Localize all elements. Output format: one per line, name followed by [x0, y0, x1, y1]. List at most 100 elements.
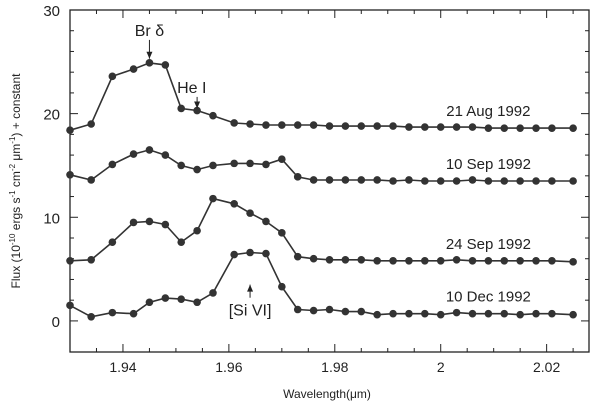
x-tick-label: 2.02 [533, 359, 560, 375]
line-annotation: [Si VI] [229, 303, 272, 320]
data-point [262, 121, 270, 129]
data-point [108, 160, 117, 169]
data-point [325, 176, 334, 184]
data-point [161, 151, 170, 159]
data-point [309, 306, 318, 315]
data-point [516, 310, 524, 319]
data-point [357, 307, 366, 316]
data-point [532, 257, 540, 265]
data-point [436, 177, 445, 185]
y-axis-label: Flux (10-10 ergs s-1 cm-2 μm-1) + consta… [8, 73, 23, 289]
data-point [389, 309, 397, 318]
data-point [230, 119, 238, 127]
data-point [177, 295, 186, 303]
data-point [548, 177, 556, 185]
data-point [389, 177, 397, 185]
data-point [177, 161, 186, 170]
data-point [484, 124, 493, 132]
data-point [484, 309, 493, 318]
data-point [66, 301, 74, 310]
data-point [161, 61, 170, 69]
plot-frame [69, 9, 590, 353]
data-point [193, 106, 201, 115]
data-point [373, 122, 381, 130]
data-point [516, 124, 524, 132]
data-point [341, 122, 350, 130]
data-point [405, 257, 413, 265]
data-point [373, 176, 381, 184]
data-point [569, 258, 577, 266]
data-point [87, 312, 95, 321]
data-point [357, 176, 366, 184]
data-point [246, 209, 254, 217]
data-point [569, 177, 577, 185]
data-point [532, 309, 540, 318]
y-tick-label: 0 [52, 314, 60, 331]
data-point [325, 122, 334, 130]
data-point [468, 309, 477, 318]
data-point [246, 248, 254, 257]
data-point [325, 305, 334, 314]
data-point [373, 310, 381, 319]
data-point [145, 146, 154, 154]
data-point [209, 161, 217, 170]
data-point [484, 257, 493, 265]
data-point [262, 217, 270, 226]
data-point [87, 176, 95, 184]
y-tick-label: 10 [43, 210, 60, 227]
data-point [145, 59, 154, 67]
data-point [309, 176, 318, 184]
data-point [193, 298, 201, 307]
data-point [209, 289, 217, 297]
series-label: 24 Sep 1992 [446, 236, 531, 253]
data-point [500, 309, 509, 318]
data-point [452, 123, 461, 131]
data-point [193, 165, 201, 174]
data-point [278, 155, 286, 164]
data-point [500, 177, 509, 185]
data-point [230, 159, 238, 168]
x-axis-label: Wavelength(μm) [283, 387, 371, 401]
data-point [129, 65, 138, 73]
data-point [87, 255, 95, 264]
data-point [373, 257, 381, 265]
data-point [484, 177, 493, 185]
data-point [293, 173, 302, 181]
series-label: 21 Aug 1992 [446, 103, 530, 120]
data-point [177, 104, 186, 113]
data-point [293, 305, 302, 314]
data-point [262, 249, 270, 258]
y-tick-label: 20 [43, 107, 60, 124]
data-point [436, 257, 445, 265]
data-point [66, 170, 74, 179]
data-point [341, 255, 350, 264]
data-point [341, 307, 350, 316]
labels-group: 21 Aug 1992 10 Sep 1992 24 Sep 1992 10 Dec … [135, 23, 531, 320]
data-point [129, 218, 138, 227]
data-point [421, 123, 429, 131]
data-point [325, 255, 334, 264]
annotation-arrowhead [247, 284, 254, 292]
line-annotation: He I [177, 80, 206, 97]
data-point [569, 310, 577, 319]
data-point [500, 257, 509, 265]
data-point [516, 177, 524, 185]
x-tick-label: 1.94 [109, 359, 136, 375]
data-point [278, 121, 286, 129]
series-label: 10 Sep 1992 [446, 156, 531, 173]
data-point [500, 124, 509, 132]
y-tick-label: 30 [43, 3, 60, 20]
data-point [293, 121, 302, 129]
data-point [421, 177, 429, 185]
data-point [405, 176, 413, 184]
data-point [129, 309, 138, 318]
data-point [129, 150, 138, 158]
data-point [452, 177, 461, 185]
data-point [468, 176, 477, 184]
data-point [421, 257, 429, 265]
data-point [209, 111, 217, 120]
data-point [230, 250, 238, 259]
data-point [108, 308, 117, 317]
data-point [468, 123, 477, 131]
data-point [421, 309, 429, 318]
